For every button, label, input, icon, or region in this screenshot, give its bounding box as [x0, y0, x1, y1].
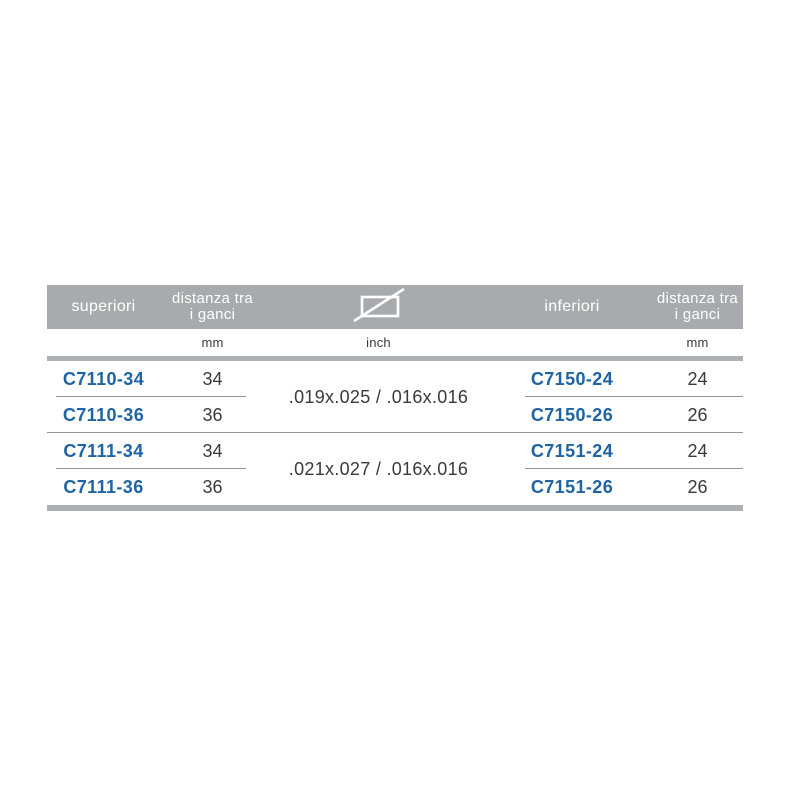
code-inferiori: C7151-26: [530, 476, 614, 497]
table-bottom-bar: [47, 505, 743, 511]
table-top-bar: [47, 356, 743, 361]
product-table: superiori distanza tra i ganci inferiori…: [47, 285, 743, 511]
header-distanza-right: distanza tra i ganci: [652, 285, 743, 329]
group-separator: [47, 432, 743, 433]
header-wire-size: [265, 285, 492, 329]
row-separator: [525, 396, 743, 397]
mm-superiori: 34: [202, 440, 223, 461]
row-separator: [525, 468, 743, 469]
inch-value: .021x.027 / .016x.016: [288, 458, 469, 479]
row-separator: [56, 468, 246, 469]
unit-inch: inch: [366, 335, 391, 350]
code-inferiori: C7150-24: [530, 368, 614, 389]
code-superiori: C7110-34: [62, 368, 145, 389]
header-distanza-left: distanza tra i ganci: [160, 285, 265, 329]
inch-value: .019x.025 / .016x.016: [288, 386, 469, 407]
wire-cross-section-icon: [352, 286, 405, 329]
header-superiori: superiori: [47, 285, 160, 329]
mm-inferiori: 26: [687, 476, 708, 497]
code-inferiori: C7150-26: [530, 404, 614, 425]
mm-superiori: 36: [202, 476, 223, 497]
mm-superiori: 34: [202, 368, 223, 389]
mm-inferiori: 26: [687, 404, 708, 425]
code-superiori: C7110-36: [62, 404, 145, 425]
row-separator: [56, 396, 246, 397]
mm-inferiori: 24: [687, 368, 708, 389]
code-inferiori: C7151-24: [530, 440, 614, 461]
header-inferiori: inferiori: [492, 285, 652, 329]
code-superiori: C7111-34: [63, 440, 144, 461]
mm-superiori: 36: [202, 404, 223, 425]
mm-inferiori: 24: [687, 440, 708, 461]
unit-mm-right: mm: [686, 335, 709, 350]
code-superiori: C7111-36: [63, 476, 144, 497]
unit-mm-left: mm: [201, 335, 224, 350]
